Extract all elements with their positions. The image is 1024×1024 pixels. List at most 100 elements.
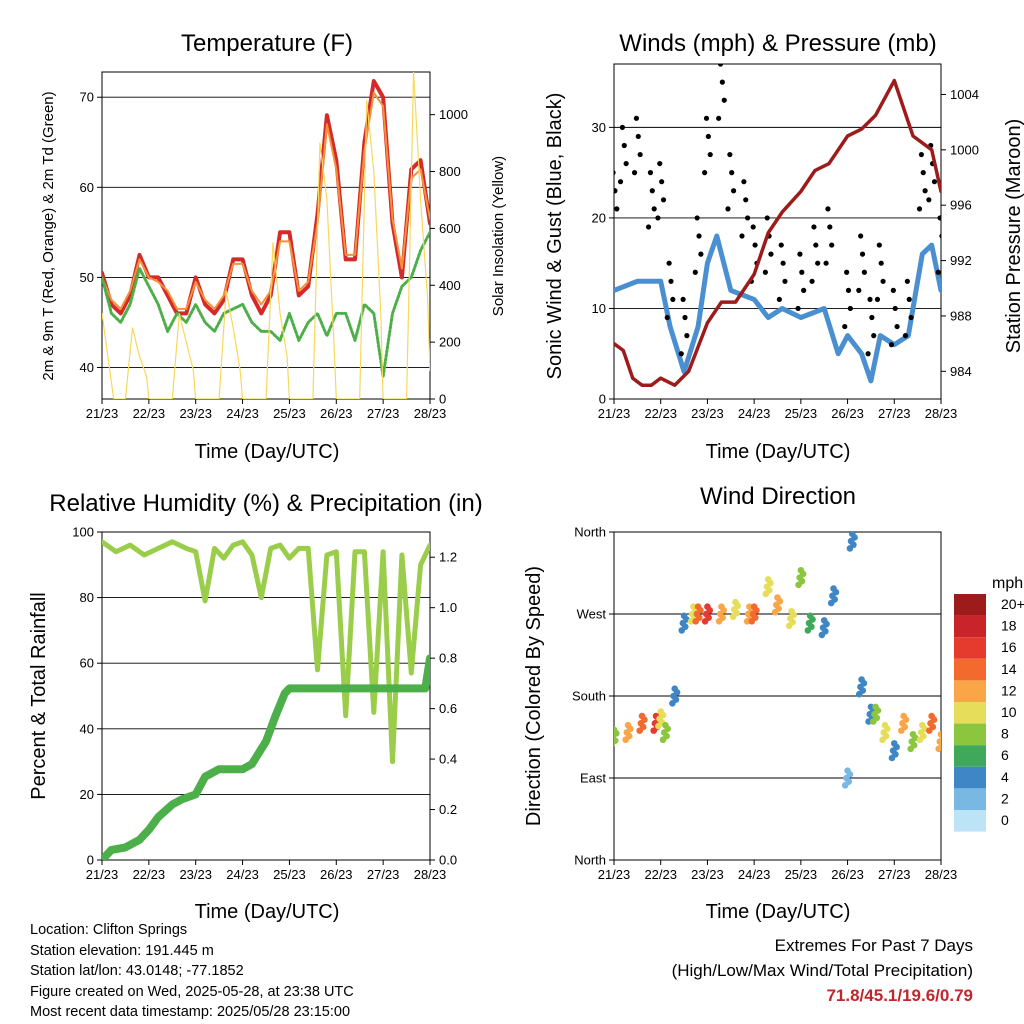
gust-point [827,224,833,230]
gust-point [716,115,722,121]
gust-point [741,179,747,185]
gust-point [823,260,829,266]
direction-point [859,687,867,694]
y2-tick-label: 0.2 [439,802,457,817]
dewpoint-line [102,230,430,378]
direction-point [920,732,927,740]
direction-point [798,577,806,585]
gust-point [750,224,756,230]
gust-point [920,170,926,176]
gust-point [729,170,735,176]
direction-point [850,541,857,549]
gust-point [635,133,641,140]
direction-point [719,614,726,621]
direction-panel: Wind Direction Time (Day/UTC) Direction … [523,483,1024,923]
gust-point [660,197,667,203]
winds-title: Winds (mph) & Pressure (mb) [619,30,936,57]
gust-point [890,287,896,293]
gust-point [617,179,624,185]
y-tick-label: 80 [80,590,94,605]
legend-label: 12 [1001,682,1017,698]
gust-point [666,260,672,266]
y-tick-label: 0 [599,392,606,407]
gust-point [880,278,886,284]
pressure-line [614,78,941,387]
legend-label: 8 [1001,726,1009,742]
x-tick-label: 26/23 [831,867,864,882]
station-latlon: Station lat/lon: 43.0148; -77.1852 [30,963,244,980]
x-tick-label: 24/23 [226,406,259,421]
direction-point [883,725,891,733]
gust-point [705,133,711,140]
gust-point [858,233,864,239]
gust-point [865,351,871,357]
gust-point [926,197,932,203]
y-tick-label: 40 [80,360,94,375]
direction-point [823,620,830,628]
gust-point [918,151,924,158]
y2-tick-label: 996 [950,198,972,213]
gust-point [694,215,700,221]
direction-point [752,614,759,621]
direction-point [734,602,742,610]
gust-point [871,333,877,339]
rainfall-line [102,654,430,860]
gust-point [922,188,928,194]
gust-point [682,314,688,321]
x-tick-label: 27/23 [878,867,911,882]
legend-swatch [954,658,986,681]
direction-point [882,732,890,740]
gust-point [743,197,749,203]
legend-swatch [954,788,986,810]
direction-point [733,609,740,617]
x-tick-label: 25/23 [273,406,306,421]
gust-point [614,206,620,212]
y-tick-label: 40 [80,721,94,736]
gust-point [939,233,941,239]
x-tick-label: 27/23 [367,867,400,882]
direction-point [860,679,868,687]
y-tick-label: 20 [592,210,606,225]
direction-point [664,725,672,733]
direction-point [681,623,689,631]
direction-ylabel-left: Direction (Colored By Speed) [523,566,545,826]
y2-tick-label: 1000 [439,107,468,122]
direction-point [809,616,816,623]
x-tick-label: 28/23 [414,406,447,421]
direction-point [706,607,714,614]
gust-point [614,188,618,194]
extremes-heading: Extremes For Past 7 Days [774,936,973,955]
gust-point [664,314,670,321]
y-tick-label: West [577,607,607,622]
plot-area [102,539,430,860]
gust-point [696,233,702,239]
direction-point [937,730,941,738]
gust-point [631,170,638,176]
direction-point [639,723,647,731]
gust-point [703,115,710,121]
gust-point [829,242,835,248]
direction-point [753,607,760,614]
direction-legend-title: mph [992,575,1023,592]
plot-frame [101,71,431,400]
gust-point [941,252,946,257]
gust-point [623,160,629,167]
rh-line [102,539,430,765]
y-tick-label: East [580,771,606,786]
y-tick-label: North [574,853,606,868]
legend-swatch [954,594,986,616]
direction-point [808,623,815,631]
plot-area [614,64,946,387]
y2-tick-label: 984 [950,364,972,379]
gust-point [859,251,866,257]
direction-point [929,723,937,731]
y2-tick-label: 1.2 [439,550,457,565]
x-tick-label: 22/23 [133,867,166,882]
insolation-line [102,72,430,399]
winds-ylabel-left: Sonic Wind & Gust (Blue, Black) [544,93,566,380]
direction-point [672,696,680,703]
legend-label: 20+ [1001,596,1024,612]
y2-tick-label: 200 [439,335,461,350]
extremes-box: Extremes For Past 7 Days (High/Low/Max W… [672,933,973,1008]
